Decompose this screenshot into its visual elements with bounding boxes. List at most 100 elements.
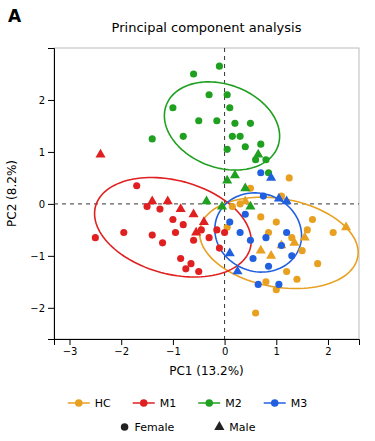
point (216, 244, 223, 251)
point (341, 221, 351, 230)
x-tick-mark (225, 339, 226, 345)
y-axis-title: PC2 (8.2%) (5, 160, 19, 227)
legend-marker (121, 423, 129, 431)
x-tick-mark (70, 339, 71, 345)
point (286, 174, 293, 181)
y-tick-label: −1 (30, 251, 45, 262)
legend-label: Female (135, 421, 175, 434)
x-tick: −2 (114, 339, 129, 357)
x-tick-label: −2 (114, 346, 129, 357)
y-axis: −2 −1 0 1 2 (30, 49, 54, 340)
point (255, 281, 262, 288)
point (182, 265, 189, 272)
y-tick-mark (48, 204, 54, 205)
legend-marker (140, 399, 148, 407)
y-tick: 2 (39, 95, 54, 106)
legend-marker (75, 399, 83, 407)
legend-label: M1 (160, 397, 177, 410)
point (180, 133, 187, 140)
point (225, 247, 235, 256)
point (195, 268, 202, 275)
point (282, 195, 292, 204)
x-axis-line (55, 340, 360, 346)
point (163, 195, 173, 204)
point (159, 239, 166, 246)
legend-item: M3 (264, 397, 308, 410)
y-tick-label: 0 (39, 199, 45, 210)
point (222, 175, 232, 184)
point (226, 219, 233, 226)
point (252, 309, 259, 316)
x-tick: −1 (166, 339, 181, 357)
chart-container: −3−2−1012−2−1012Principal component anal… (0, 0, 375, 441)
y-tick-label: 1 (39, 147, 45, 158)
point (330, 229, 337, 236)
y-tick-label: 2 (39, 95, 45, 106)
y-tick-mark (48, 308, 54, 309)
point (221, 229, 228, 236)
point (216, 63, 223, 70)
y-tick: −1 (30, 251, 54, 262)
point (273, 219, 280, 226)
point (230, 169, 240, 178)
confidence-ellipse (200, 197, 359, 288)
legend-item: Female (121, 421, 175, 434)
confidence-ellipse (215, 193, 302, 272)
x-tick-mark (121, 339, 122, 345)
point (169, 216, 176, 223)
point (283, 268, 290, 275)
point (293, 276, 300, 283)
point (189, 208, 199, 217)
legend: HC M1 M2 M3 Female Male (68, 397, 307, 434)
point (247, 120, 254, 127)
point (229, 133, 236, 140)
y-tick-label: −2 (30, 303, 45, 314)
point (224, 146, 231, 153)
legend-item: M2 (198, 397, 242, 410)
point (299, 247, 306, 254)
point (274, 193, 284, 202)
y-tick: 1 (39, 147, 54, 158)
point (242, 143, 249, 150)
point (187, 260, 194, 267)
point (265, 263, 272, 270)
legend-label: Male (229, 421, 255, 434)
chart-svg: −3−2−1012−2−1012Principal component anal… (0, 0, 375, 441)
legend-label: HC (95, 397, 111, 410)
point (276, 240, 286, 249)
x-tick: 1 (274, 339, 280, 357)
point (120, 229, 127, 236)
point (191, 227, 201, 236)
point (231, 120, 238, 127)
x-tick-label: 2 (325, 346, 331, 357)
point (300, 232, 310, 241)
point (180, 221, 187, 228)
point (262, 234, 269, 241)
x-tick-label: −1 (166, 346, 181, 357)
reference-line (224, 48, 225, 339)
point (206, 234, 213, 241)
point (288, 252, 295, 259)
x-tick: 0 (222, 339, 228, 357)
y-tick-mark (48, 256, 54, 257)
legend-marker (205, 399, 213, 407)
point (275, 281, 282, 288)
plot-area (54, 48, 359, 339)
point (283, 229, 290, 236)
point (195, 117, 202, 124)
point (249, 255, 256, 262)
point (237, 229, 244, 236)
point (156, 206, 163, 213)
point (190, 237, 197, 244)
point (172, 229, 179, 236)
legend-marker (271, 399, 279, 407)
point (176, 203, 186, 212)
point (237, 133, 244, 140)
point (226, 104, 233, 111)
point (177, 255, 184, 262)
title: Principal component analysis (112, 20, 302, 35)
y-tick-mark (48, 152, 54, 153)
point (266, 250, 276, 259)
point (257, 141, 264, 148)
point (217, 201, 227, 210)
